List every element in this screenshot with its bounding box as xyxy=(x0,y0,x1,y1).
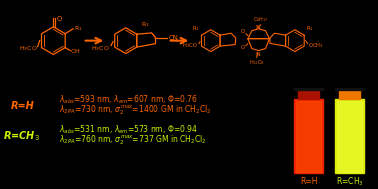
Bar xyxy=(298,90,319,99)
Text: N: N xyxy=(256,25,260,30)
Text: C$_8$H$_{17}$: C$_8$H$_{17}$ xyxy=(253,15,268,24)
Text: H$_3$CO: H$_3$CO xyxy=(182,41,198,50)
Text: R$_1$: R$_1$ xyxy=(192,24,200,33)
Text: R$_1$: R$_1$ xyxy=(141,20,150,29)
Text: N: N xyxy=(256,52,260,57)
Text: OCH$_3$: OCH$_3$ xyxy=(308,41,324,50)
Text: H$_3$CO: H$_3$CO xyxy=(91,44,110,53)
Bar xyxy=(339,90,360,99)
Text: R$_1$: R$_1$ xyxy=(306,24,314,33)
Bar xyxy=(337,101,363,171)
Text: CN: CN xyxy=(168,35,178,41)
Text: R=CH$_3$: R=CH$_3$ xyxy=(336,175,364,188)
Text: $\lambda_{2PA}$=730 nm, $\sigma_2^{max}$=1400 GM in CH$_2$Cl$_2$: $\lambda_{2PA}$=730 nm, $\sigma_2^{max}$… xyxy=(59,103,212,117)
Text: R=CH$_3$: R=CH$_3$ xyxy=(3,129,39,143)
Bar xyxy=(296,101,321,171)
Text: R$_1$: R$_1$ xyxy=(74,24,83,33)
Bar xyxy=(335,88,364,90)
Bar xyxy=(335,99,364,174)
Text: R=H: R=H xyxy=(300,177,317,186)
Text: O: O xyxy=(241,29,245,34)
Text: OH: OH xyxy=(71,49,81,54)
Text: R=H: R=H xyxy=(11,101,35,111)
Text: O: O xyxy=(241,45,245,50)
Text: $\lambda_{abs}$=531 nm, $\lambda_{em}$=573 nm, $\Phi$=0.94: $\lambda_{abs}$=531 nm, $\lambda_{em}$=5… xyxy=(59,124,198,136)
Text: $\lambda_{abs}$=593 nm, $\lambda_{em}$=607 nm, $\Phi$=0.76: $\lambda_{abs}$=593 nm, $\lambda_{em}$=6… xyxy=(59,94,198,106)
Bar xyxy=(294,88,323,90)
Bar xyxy=(294,99,323,174)
Text: O: O xyxy=(56,16,62,22)
Text: H$_{13}$C$_8$: H$_{13}$C$_8$ xyxy=(249,58,265,67)
Text: $\lambda_{2PA}$=760 nm, $\sigma_2^{max}$=737 GM in CH$_2$Cl$_2$: $\lambda_{2PA}$=760 nm, $\sigma_2^{max}$… xyxy=(59,133,207,146)
Text: H$_3$CO: H$_3$CO xyxy=(19,44,38,53)
